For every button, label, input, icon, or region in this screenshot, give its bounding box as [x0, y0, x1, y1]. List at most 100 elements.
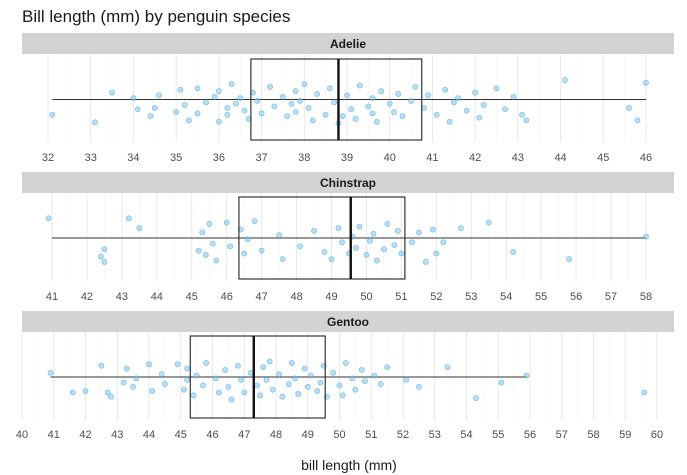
data-point	[194, 110, 201, 117]
x-tick-label: 49	[302, 429, 314, 441]
data-point	[181, 386, 187, 393]
data-point	[395, 91, 402, 97]
data-point	[297, 97, 303, 104]
x-tick-label: 49	[325, 291, 337, 303]
data-point	[98, 362, 105, 369]
x-tick-label: 45	[186, 291, 198, 303]
data-point	[215, 118, 222, 125]
data-point	[184, 376, 190, 383]
data-point	[365, 103, 372, 110]
facet-adelie: Adelie 32 33 34 35 36 37 38 39 40 41 42 43 44 45 46	[22, 33, 674, 164]
data-point	[263, 376, 270, 383]
data-point	[199, 229, 206, 236]
data-point	[371, 372, 378, 379]
strip-gentoo	[22, 311, 674, 332]
data-point	[399, 113, 406, 120]
data-point	[254, 97, 261, 104]
x-tick-label: 47	[238, 429, 250, 441]
data-point	[363, 251, 370, 258]
x-tick-label: 33	[85, 152, 97, 164]
data-point	[223, 219, 230, 226]
data-point	[133, 375, 140, 382]
data-point	[292, 88, 299, 95]
data-point	[395, 228, 401, 234]
data-point	[328, 256, 335, 263]
x-tick-label: 51	[365, 429, 377, 441]
data-point	[147, 113, 154, 120]
data-point	[161, 381, 168, 387]
data-point	[225, 383, 232, 390]
data-point	[254, 382, 260, 389]
x-axis-title: bill length (mm)	[301, 457, 397, 473]
data-point	[450, 99, 457, 106]
data-point	[69, 389, 76, 396]
x-tick-label: 42	[81, 291, 93, 303]
x-tick-label: 40	[384, 152, 396, 164]
data-point	[228, 81, 235, 88]
data-point	[344, 92, 350, 99]
strip-chinstrap	[22, 172, 674, 193]
x-tick-label: 46	[221, 291, 233, 303]
x-tick-label: 42	[79, 429, 91, 441]
data-point	[493, 85, 500, 92]
x-tick-label: 47	[256, 291, 268, 303]
data-point	[215, 389, 222, 396]
data-point	[267, 84, 274, 90]
x-tick-label: 45	[597, 152, 609, 164]
data-point	[224, 111, 231, 118]
chart-title: Bill length (mm) by penguin species	[22, 7, 290, 26]
x-tick-label: 36	[213, 152, 225, 164]
data-point	[228, 396, 235, 403]
data-point	[412, 84, 419, 90]
data-point	[378, 88, 385, 95]
data-point	[120, 379, 127, 386]
x-tick-label: 41	[46, 291, 58, 303]
data-point	[305, 104, 312, 111]
data-point	[269, 386, 276, 393]
data-point	[125, 215, 132, 222]
data-point	[373, 118, 380, 125]
data-point	[174, 361, 181, 368]
data-point	[101, 259, 108, 265]
data-point	[130, 95, 137, 102]
data-point	[457, 225, 464, 232]
data-point	[519, 111, 526, 118]
data-point	[258, 110, 265, 117]
data-point	[561, 77, 568, 83]
x-tick-label: 50	[333, 429, 345, 441]
x-tick-label: 42	[469, 152, 481, 164]
data-point	[156, 92, 162, 99]
x-tick-label: 52	[397, 429, 409, 441]
data-point	[446, 118, 453, 125]
data-point	[510, 249, 517, 255]
data-point	[403, 376, 410, 383]
data-point	[123, 365, 130, 372]
data-point	[433, 250, 440, 257]
data-point	[381, 246, 387, 253]
x-tick-label: 55	[535, 291, 547, 303]
x-tick-label: 44	[151, 291, 163, 303]
data-point	[288, 100, 295, 107]
data-point	[215, 88, 222, 95]
data-point	[244, 236, 251, 243]
data-point	[415, 229, 422, 236]
x-tick-label: 53	[465, 291, 477, 303]
data-point	[194, 85, 201, 92]
data-point	[292, 375, 298, 382]
x-tick-label: 59	[619, 429, 631, 441]
data-point	[284, 113, 291, 120]
data-point	[377, 381, 384, 387]
data-point	[321, 249, 328, 255]
data-point	[643, 79, 649, 86]
data-point	[408, 97, 414, 104]
strip-adelie	[22, 33, 674, 54]
data-point	[352, 386, 359, 393]
x-tick-label: 52	[430, 291, 442, 303]
data-point	[391, 242, 398, 248]
data-point	[386, 100, 393, 107]
data-point	[241, 389, 248, 396]
data-point	[367, 237, 373, 244]
x-tick-label: 56	[570, 291, 582, 303]
data-point	[356, 82, 363, 89]
x-tick-label: 43	[111, 429, 123, 441]
